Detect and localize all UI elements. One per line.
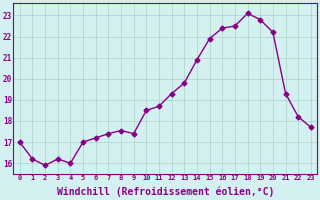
X-axis label: Windchill (Refroidissement éolien,°C): Windchill (Refroidissement éolien,°C): [57, 187, 274, 197]
